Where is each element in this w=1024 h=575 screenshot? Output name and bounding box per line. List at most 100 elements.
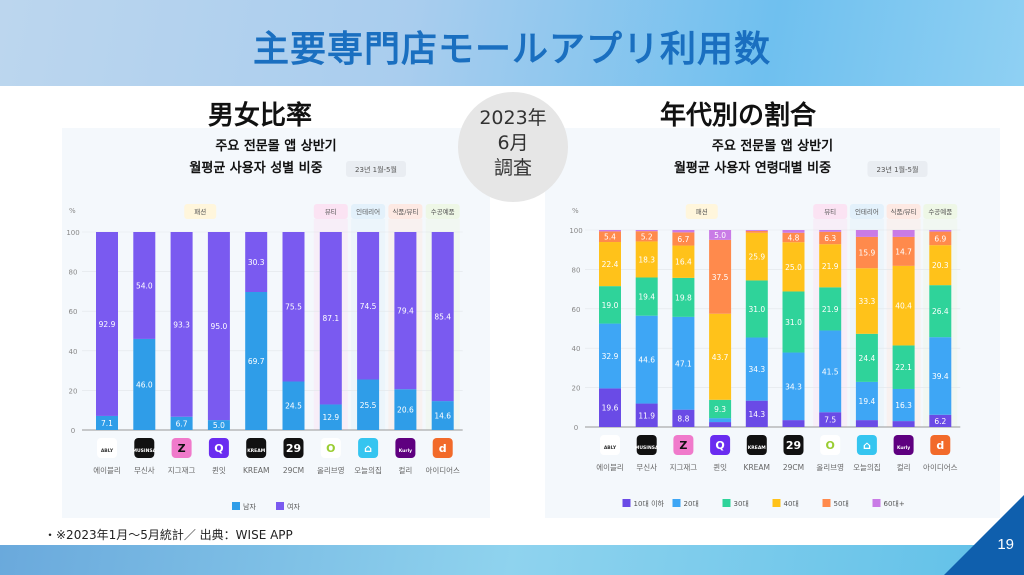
period-tag: [346, 161, 406, 177]
app-icon-glyph: O: [326, 442, 335, 455]
data-label: 47.1: [675, 359, 692, 368]
legend-swatch: [276, 502, 284, 510]
bar-segment: [207, 232, 230, 421]
app-icon: [246, 438, 267, 458]
bar-segment: [929, 230, 952, 232]
app-icon: [171, 438, 192, 458]
category-tag: [849, 204, 884, 219]
bar-segment: [431, 401, 454, 430]
bar-segment: [819, 412, 842, 427]
data-label: 21.9: [822, 305, 839, 314]
y-tick-label: 20: [572, 385, 581, 393]
badge-line: 調査: [493, 157, 532, 179]
bar-segment: [819, 231, 842, 245]
bar-segment: [282, 232, 305, 382]
legend-swatch: [672, 499, 681, 507]
page-number: 19: [997, 536, 1014, 553]
app-icon: [893, 435, 914, 455]
app-icon-glyph: Z: [679, 439, 687, 452]
category-label: 인테리어: [855, 207, 879, 216]
bar-segment: [635, 230, 658, 232]
app-name: 29CM: [783, 463, 804, 472]
legend-label: 10대 이하: [634, 499, 665, 508]
category-tag: [313, 204, 348, 219]
app-icon-glyph: 29: [286, 442, 301, 455]
data-label: 14.3: [748, 410, 765, 419]
data-label: 92.9: [99, 320, 116, 329]
data-label: 41.5: [822, 367, 839, 376]
legend-label: 남자: [243, 502, 256, 511]
bar-segment: [782, 291, 805, 353]
bar-segment: [929, 414, 952, 427]
app-name: 에이블리: [93, 465, 121, 475]
y-tick-label: 60: [572, 306, 581, 314]
data-label: 69.7: [248, 357, 265, 366]
bar-segment: [133, 232, 156, 339]
bar-segment: [672, 277, 695, 317]
bar-segment: [782, 420, 805, 427]
bar-segment: [431, 232, 454, 402]
gender-chart-panel: 주요 전문몰 앱 상반기 월평균 사용자 성별 비중 23년 1월-5월% 패션 뷰티 인…: [62, 128, 490, 518]
bar-segment: [855, 268, 878, 334]
y-tick-label: 100: [569, 227, 582, 235]
bar-segment: [635, 231, 658, 242]
age-chart-panel: 주요 전문몰 앱 상반기 월평균 사용자 연령대별 비중 23년 1월-5월% 패션 뷰…: [545, 128, 1000, 518]
app-icon-glyph: Kurly: [399, 448, 412, 454]
data-label: 15.9: [859, 249, 876, 258]
app-name: 무신사: [134, 466, 155, 475]
legend-label: 40대: [784, 500, 799, 508]
data-label: 8.8: [677, 414, 689, 423]
data-label: 26.4: [932, 307, 949, 316]
bar-segment: [892, 421, 915, 427]
bar-segment: [892, 236, 915, 266]
bar-segment: [892, 345, 915, 389]
data-label: 5.0: [714, 231, 726, 240]
data-label: 14.6: [434, 412, 451, 421]
data-label: 31.0: [748, 305, 765, 314]
legend-label: 20대: [684, 500, 699, 508]
survey-date-badge: 2023年 6月 調査: [458, 92, 568, 202]
app-icon-glyph: 29: [786, 439, 801, 452]
bar-segment: [819, 330, 842, 413]
app-icon-glyph: KREAM: [748, 445, 767, 451]
bar-segment: [709, 313, 732, 400]
app-icon-glyph: ABLY: [604, 445, 617, 451]
legend-swatch: [872, 499, 881, 507]
bar-segment: [599, 388, 621, 427]
bar-segment: [855, 420, 878, 427]
chart-subtitle: 월평균 사용자 연령대별 비중: [674, 160, 831, 176]
bar-segment: [96, 232, 118, 416]
data-label: 5.4: [604, 233, 616, 242]
bar-segment: [635, 241, 658, 278]
data-label: 22.4: [602, 260, 619, 269]
app-icon-glyph: Kurly: [897, 445, 910, 451]
app-icon-glyph: ABLY: [101, 448, 114, 454]
bar-segment: [745, 337, 768, 401]
data-label: 93.3: [173, 320, 190, 329]
data-label: 25.9: [748, 253, 765, 262]
bar-segment: [599, 286, 621, 324]
app-name: 오늘의집: [853, 462, 881, 472]
app-name: 컬리: [897, 463, 911, 472]
bar-segment: [819, 244, 842, 288]
bar-segment: [245, 232, 268, 292]
bar-segment: [892, 230, 915, 237]
legend-label: 30대: [734, 500, 749, 508]
category-label: 패션: [194, 207, 206, 216]
bar-segment: [319, 232, 342, 405]
app-name: KREAM: [744, 463, 770, 472]
app-name: 지그재그: [168, 466, 196, 475]
bar-segment: [745, 232, 768, 281]
app-icon: [432, 438, 453, 458]
data-label: 25.5: [360, 401, 377, 410]
bar-segment: [133, 338, 156, 430]
bar-segment: [892, 265, 915, 346]
bar-segment: [745, 230, 768, 233]
category-tag: [351, 204, 386, 219]
category-label: 뷰티: [325, 207, 337, 216]
period-tag: [867, 161, 928, 177]
chart-title: 주요 전문몰 앱 상반기: [215, 138, 336, 154]
bar-segment: [819, 230, 842, 232]
data-label: 19.4: [638, 293, 655, 302]
